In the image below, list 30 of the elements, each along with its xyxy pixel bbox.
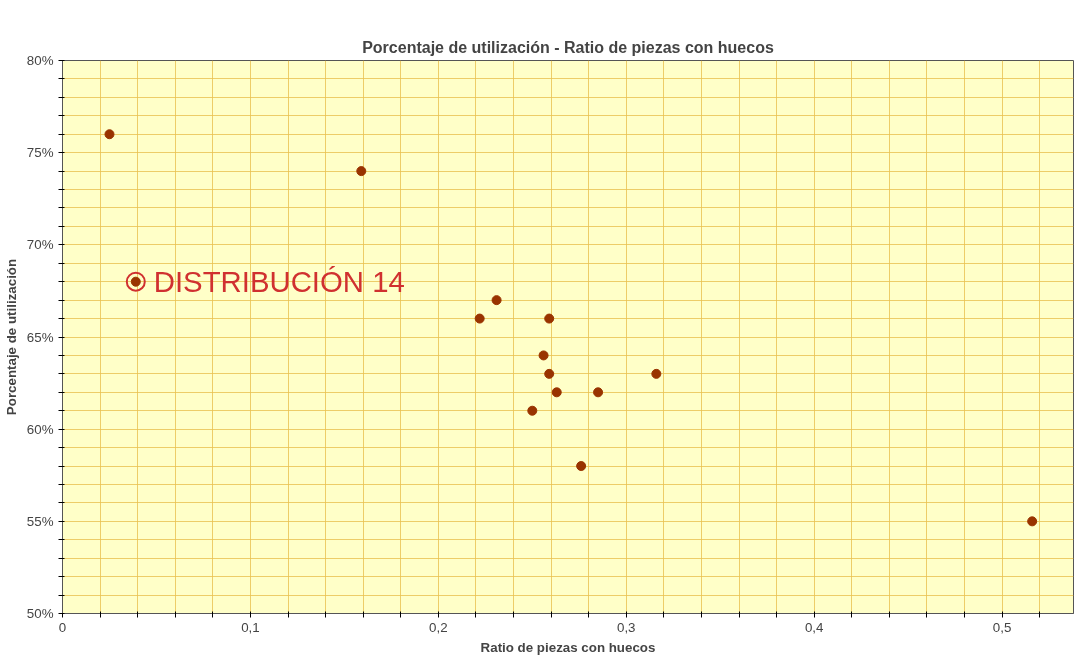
point [544, 368, 555, 379]
y-tick-label: 60% [26, 421, 54, 437]
x-tick-label: 0 [58, 619, 67, 635]
point [576, 461, 587, 472]
y-tick-label: 70% [26, 237, 54, 253]
point [527, 405, 538, 416]
point [104, 129, 115, 140]
x-tick-label: 0,3 [616, 619, 636, 635]
y-tick-label: 65% [26, 329, 54, 345]
x-tick-label: 0,5 [992, 619, 1012, 635]
annotation: DISTRIBUCIÓN 14 [153, 265, 405, 299]
y-axis-title: Porcentaje de utilización [3, 258, 19, 416]
x-tick-label: 0,1 [241, 619, 260, 635]
x-tick-label: 0,4 [804, 619, 825, 635]
point [474, 313, 485, 324]
point [544, 313, 555, 324]
y-tick-label: 75% [26, 145, 54, 161]
x-axis-title: Ratio de piezas con huecos [480, 639, 656, 655]
y-tick-label: 50% [26, 606, 54, 621]
point [551, 387, 562, 398]
y-tick-label: 55% [26, 513, 54, 529]
y-tick-label: 80% [26, 53, 54, 68]
point [356, 166, 367, 177]
point [651, 368, 662, 379]
x-tick-label: 0,2 [429, 619, 448, 635]
point [593, 387, 604, 398]
point [491, 295, 502, 306]
point [1027, 516, 1038, 527]
chart-title: Porcentaje de utilización - Ratio de piezas con huecos [362, 38, 774, 56]
point [538, 350, 549, 361]
